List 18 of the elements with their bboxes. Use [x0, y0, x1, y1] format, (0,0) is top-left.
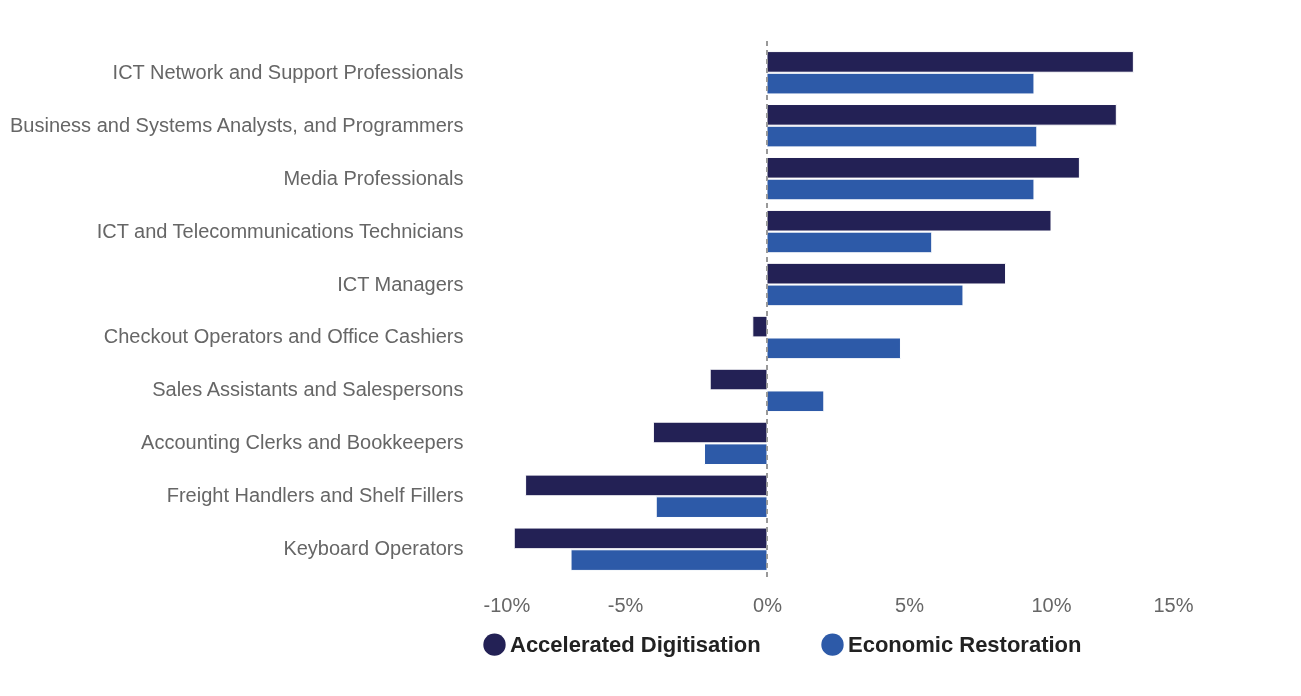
x-tick-label: 10%: [1031, 593, 1072, 616]
x-tick-label: -10%: [483, 593, 531, 616]
y-tick-label: Keyboard Operators: [283, 537, 464, 560]
y-tick-label: Sales Assistants and Salespersons: [152, 378, 464, 401]
x-tick-label: 15%: [1153, 593, 1194, 616]
x-tick-label: 5%: [895, 593, 925, 616]
y-tick-label: ICT Managers: [337, 272, 464, 295]
y-tick-label: ICT Network and Support Professionals: [112, 60, 464, 83]
x-tick-label: -5%: [607, 593, 644, 616]
y-tick-label: Freight Handlers and Shelf Fillers: [166, 484, 464, 507]
x-tick-label: 0%: [753, 593, 783, 616]
legend-label: Accelerated Digitisation: [510, 631, 761, 657]
y-tick-label: Media Professionals: [283, 166, 464, 189]
legend-label: Economic Restoration: [848, 631, 1082, 657]
y-tick-label: Checkout Operators and Office Cashiers: [103, 325, 464, 348]
y-tick-label: Business and Systems Analysts, and Programmers: [9, 113, 464, 136]
y-tick-label: ICT and Telecommunications Technicians: [96, 219, 464, 242]
y-tick-label: Accounting Clerks and Bookkeepers: [141, 431, 464, 454]
